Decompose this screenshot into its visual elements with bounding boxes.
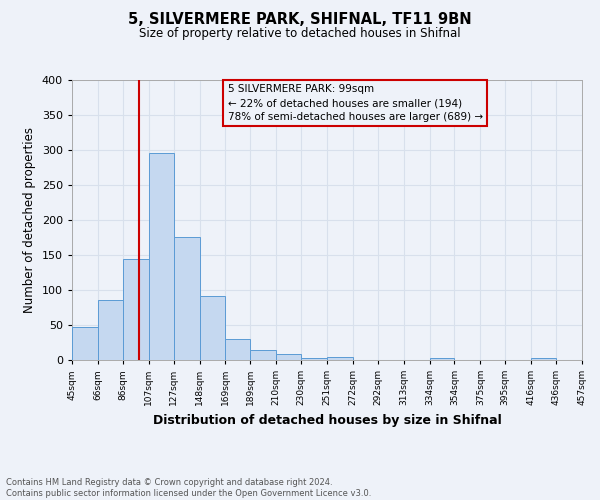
Bar [199, 296, 226, 360]
Bar [531, 358, 556, 360]
Bar [226, 339, 250, 360]
Bar [72, 327, 98, 360]
Bar [327, 357, 353, 360]
Bar [149, 153, 173, 360]
Text: Size of property relative to detached houses in Shifnal: Size of property relative to detached ho… [139, 28, 461, 40]
Bar [173, 238, 199, 360]
Bar [430, 358, 455, 360]
Text: 5, SILVERMERE PARK, SHIFNAL, TF11 9BN: 5, SILVERMERE PARK, SHIFNAL, TF11 9BN [128, 12, 472, 28]
Bar [301, 358, 327, 360]
Bar [123, 258, 149, 360]
Text: Contains HM Land Registry data © Crown copyright and database right 2024.
Contai: Contains HM Land Registry data © Crown c… [6, 478, 371, 498]
X-axis label: Distribution of detached houses by size in Shifnal: Distribution of detached houses by size … [152, 414, 502, 426]
Bar [98, 300, 123, 360]
Bar [276, 354, 301, 360]
Text: 5 SILVERMERE PARK: 99sqm
← 22% of detached houses are smaller (194)
78% of semi-: 5 SILVERMERE PARK: 99sqm ← 22% of detach… [227, 84, 482, 122]
Y-axis label: Number of detached properties: Number of detached properties [23, 127, 36, 313]
Bar [250, 350, 276, 360]
